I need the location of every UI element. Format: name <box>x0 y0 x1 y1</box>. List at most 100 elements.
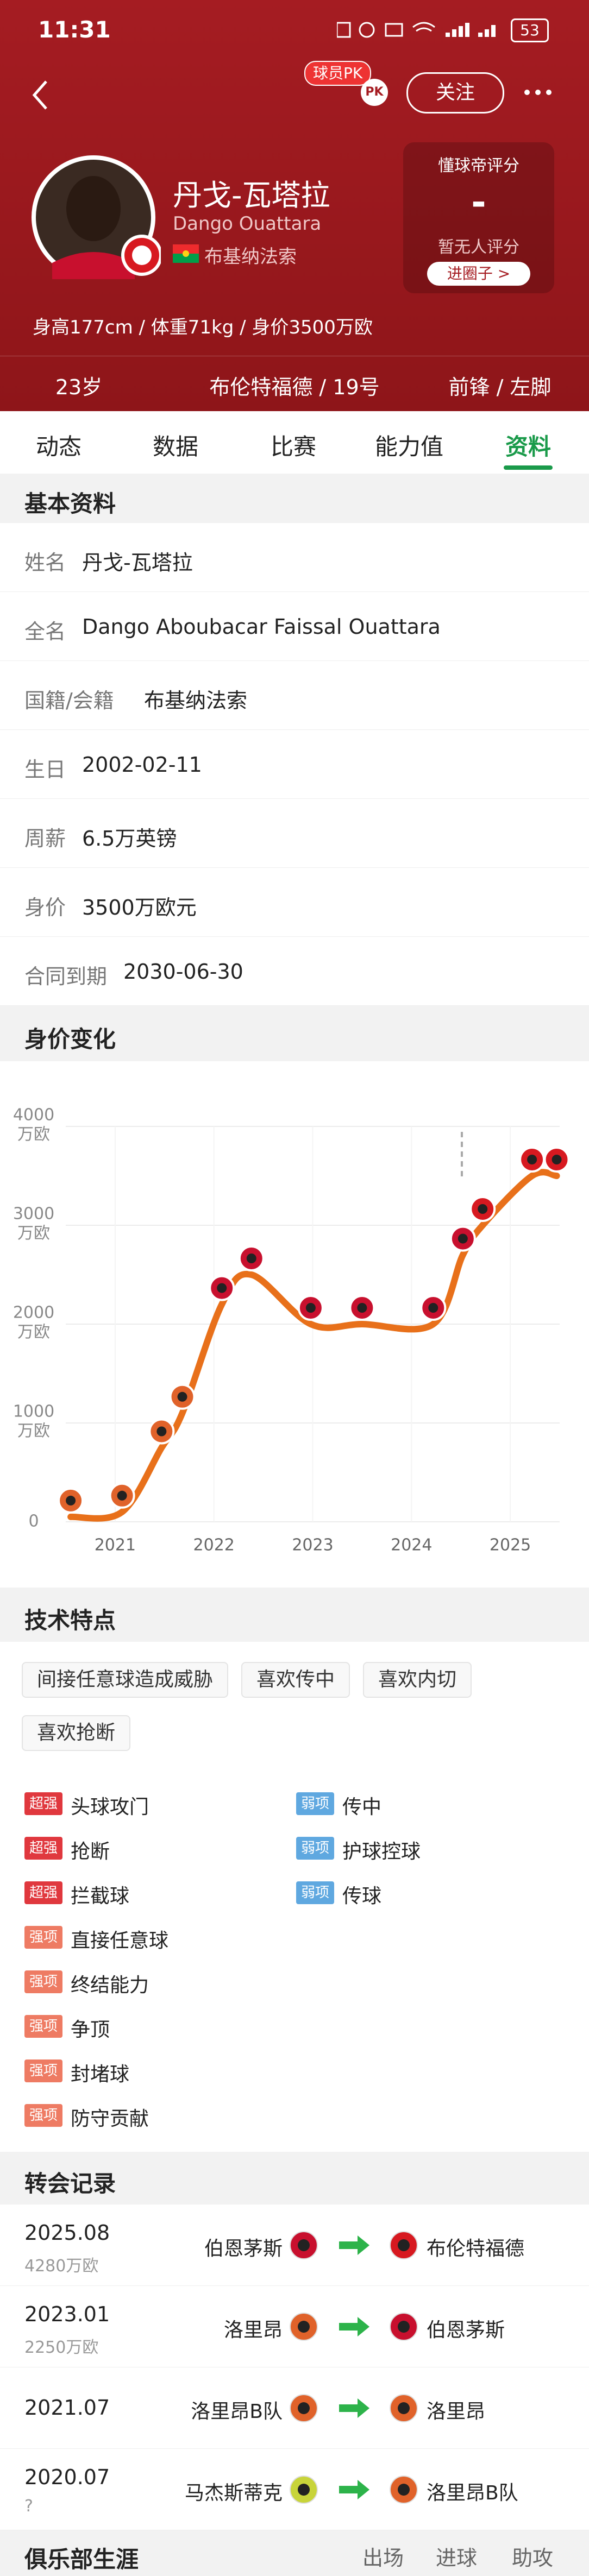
level-badge: 强项 <box>24 2059 62 2082</box>
basic-info: 姓名 丹戈-瓦塔拉 全名 Dango Aboubacar Faissal Ouatta… <box>0 523 589 1006</box>
transfer-date: 2025.08 <box>24 2221 110 2245</box>
from-club: 马杰斯蒂克 <box>184 2482 283 2504</box>
transfer-fee: 4280万欧 <box>24 2257 99 2276</box>
level-badge: 弱项 <box>296 1792 334 1815</box>
level-badge: 弱项 <box>296 1881 334 1904</box>
transfer-fee: ? <box>24 2497 33 2516</box>
level-badge: 强项 <box>24 2104 62 2127</box>
pk-icon[interactable]: PK <box>361 79 388 106</box>
to-club: 洛里昂 <box>427 2401 486 2423</box>
club-badge <box>290 2313 318 2341</box>
y-tick-unit: 万欧 <box>17 1422 50 1441</box>
club-badge-inner <box>428 1303 438 1313</box>
club-badge-inner <box>246 1254 256 1263</box>
from-club: 洛里昂 <box>223 2319 283 2341</box>
club-badge-inner <box>527 1155 537 1164</box>
nationality: 布基纳法索 <box>204 246 297 268</box>
club-badge <box>390 2313 418 2341</box>
club-career: 俱乐部生涯 出场 进球 助攻 <box>0 2530 589 2576</box>
status-icons <box>336 21 500 39</box>
arrow-shape <box>339 2398 369 2418</box>
arrow-shape <box>339 2235 369 2255</box>
circle-button[interactable]: 进圈子 > <box>427 262 530 286</box>
attribute: 传中 <box>342 1796 382 1818</box>
more-button[interactable] <box>522 87 560 98</box>
tag: 喜欢抢断 <box>22 1715 131 1751</box>
y-tick-label: 4000 <box>13 1106 54 1125</box>
info-label: 身价 <box>24 896 66 919</box>
badge-inner <box>398 2239 410 2251</box>
transfer-row: 2021.07 洛里昂B队 洛里昂 <box>0 2367 589 2449</box>
tab[interactable]: 资料 <box>505 433 551 460</box>
career-column: 出场 <box>362 2546 404 2570</box>
club-badge-inner <box>177 1391 187 1402</box>
y-tick-unit: 万欧 <box>17 1125 50 1144</box>
attribute: 终结能力 <box>71 1974 149 1996</box>
badge-inner <box>298 2402 310 2414</box>
tab[interactable]: 能力值 <box>374 433 443 460</box>
tab-bar: 动态 数据 比赛 能力值 资料 <box>0 411 589 474</box>
attribute: 封堵球 <box>71 2063 130 2086</box>
to-club: 布伦特福德 <box>427 2238 525 2260</box>
pk-badge[interactable]: 球员PK <box>304 61 372 86</box>
arrow <box>339 2317 369 2336</box>
info-value: 丹戈-瓦塔拉 <box>82 551 193 575</box>
transfer-row: 2025.08 4280万欧 伯恩茅斯 布伦特福德 <box>0 2205 589 2286</box>
tab[interactable]: 动态 <box>35 433 82 460</box>
badge-inner <box>298 2321 310 2333</box>
tab[interactable]: 比赛 <box>270 433 316 460</box>
y-tick-label: 3000 <box>13 1205 54 1224</box>
club-badge-inner <box>217 1283 227 1293</box>
flag <box>173 244 199 263</box>
x-tick-label: 2025 <box>490 1536 531 1555</box>
attribute: 传球 <box>342 1885 382 1907</box>
tag-list: 间接任意球造成威胁 喜欢传中 喜欢内切 喜欢抢断 <box>22 1662 565 1751</box>
section-title: 转会记录 <box>24 2170 116 2197</box>
info-row: 国籍/会籍 布基纳法索 <box>0 661 589 730</box>
info-value: 2002-02-11 <box>82 753 202 777</box>
section-header: 基本资料 <box>0 474 589 523</box>
section-header: 转会记录 <box>0 2152 589 2205</box>
badge-inner <box>398 2484 410 2496</box>
player-name-en: Dango Ouattara <box>173 213 322 235</box>
x-tick-label: 2024 <box>391 1536 432 1555</box>
attribute: 争顶 <box>71 2019 110 2041</box>
club-badge-inner <box>478 1204 488 1214</box>
x-tick-label: 2021 <box>95 1536 136 1555</box>
section-title: 身价变化 <box>24 1026 116 1053</box>
transfer-row: 2020.07? 马杰斯蒂克 洛里昂B队 <box>0 2449 589 2530</box>
attribute: 拦截球 <box>71 1885 130 1907</box>
rating-card: 懂球帝评分 - 暂无人评分 进圈子 > <box>403 142 554 293</box>
info-label: 周薪 <box>24 827 66 851</box>
info-value: 布基纳法索 <box>144 689 248 713</box>
stats-line: 身高177cm / 体重71kg / 身价3500万欧 <box>33 317 373 338</box>
summary-item: 前锋 / 左脚 <box>448 375 552 399</box>
club-badge <box>390 2394 418 2422</box>
attribute: 抢断 <box>71 1841 110 1863</box>
badge-inner <box>298 2239 310 2251</box>
tab[interactable]: 数据 <box>152 433 198 460</box>
level-badge: 超强 <box>24 1792 62 1815</box>
transfer-date: 2021.07 <box>24 2396 110 2420</box>
tag: 间接任意球造成威胁 <box>22 1662 229 1698</box>
rating-note: 暂无人评分 <box>438 238 519 257</box>
level-badge: 超强 <box>24 1837 62 1860</box>
info-row: 合同到期 2030-06-30 <box>0 937 589 1006</box>
section-title: 基本资料 <box>24 490 116 517</box>
info-row: 周薪 6.5万英镑 <box>0 799 589 868</box>
info-label: 国籍/会籍 <box>24 689 114 713</box>
info-row: 身价 3500万欧元 <box>0 868 589 937</box>
from-club: 伯恩茅斯 <box>204 2238 283 2260</box>
transfers: 2025.08 4280万欧 伯恩茅斯 布伦特福德 2023.01 2250万欧 洛里昂 伯恩… <box>0 2205 589 2530</box>
club-badge-inner <box>357 1303 367 1313</box>
follow-button[interactable]: 关注 <box>406 72 504 114</box>
level-badge: 超强 <box>24 1881 62 1904</box>
features: 间接任意球造成威胁 喜欢传中 喜欢内切 喜欢抢断 超强 头球攻门 超强 抢断 超强 拦截球 强项 直接… <box>0 1642 589 2152</box>
back-button[interactable] <box>30 79 52 111</box>
club-badge <box>390 2476 418 2504</box>
arrow <box>339 2480 369 2499</box>
club-badge <box>290 2394 318 2422</box>
badge-inner <box>298 2484 310 2496</box>
info-value: 3500万欧元 <box>82 896 197 919</box>
